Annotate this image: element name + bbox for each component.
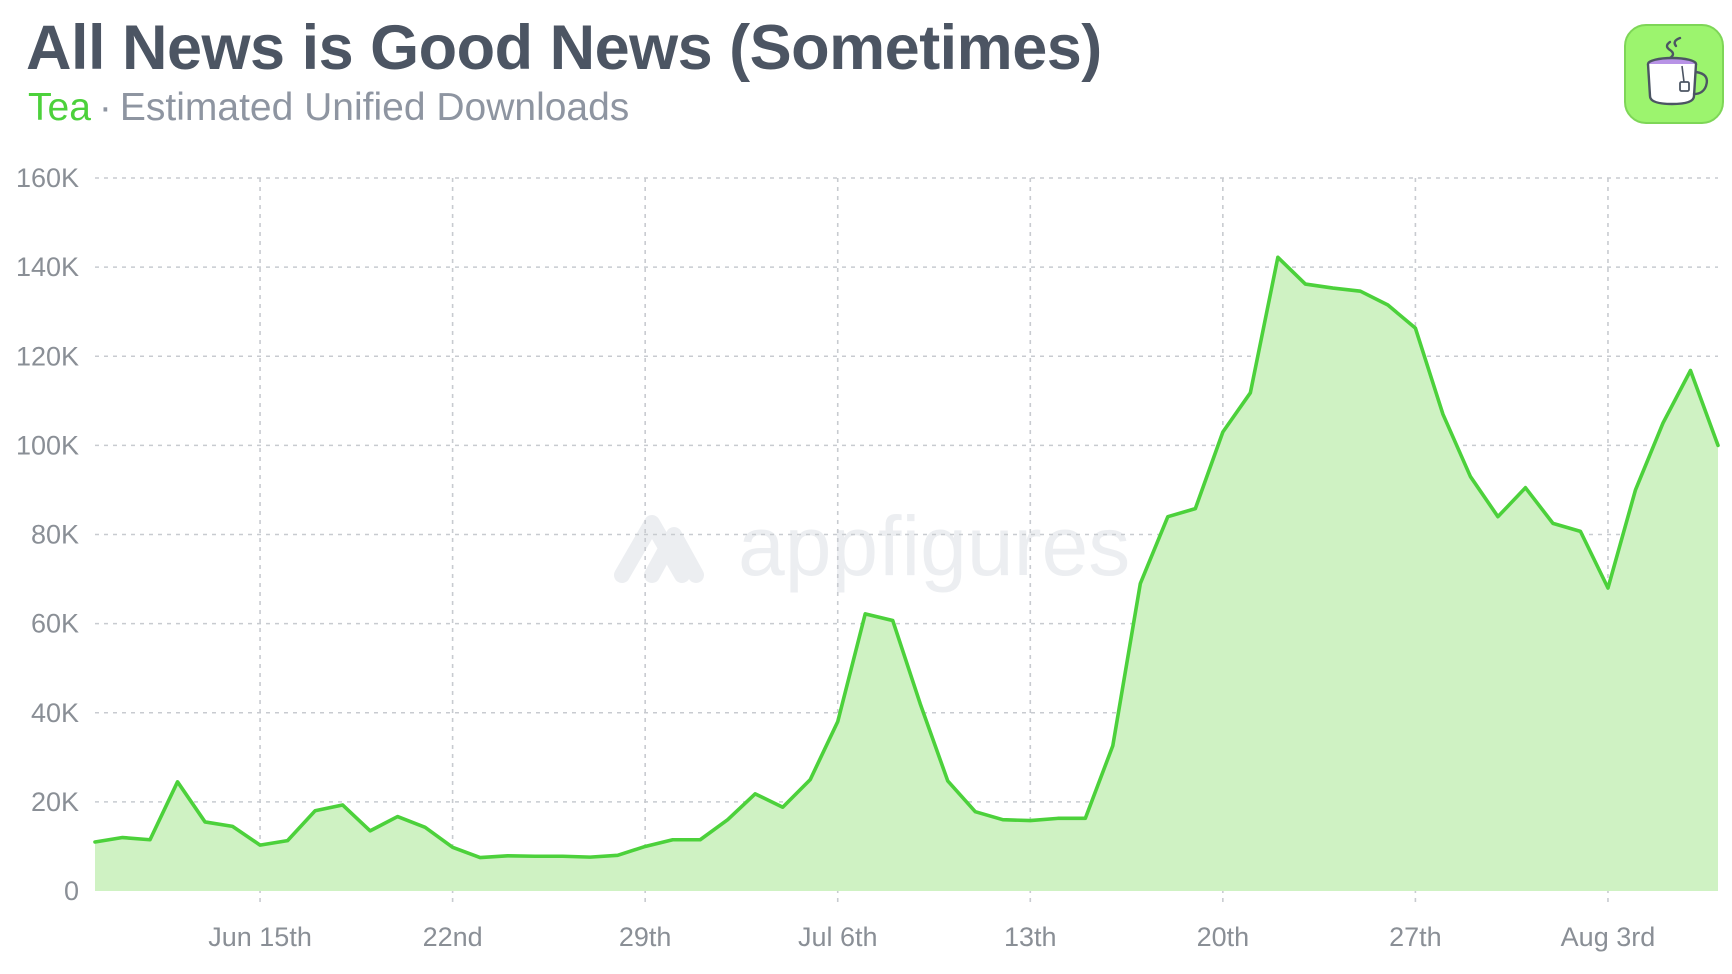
x-tick-label: 13th <box>1004 922 1057 952</box>
data-point <box>891 619 895 623</box>
data-point <box>1001 818 1005 822</box>
data-point <box>671 838 675 842</box>
data-point <box>286 839 290 843</box>
data-point <box>1111 744 1115 748</box>
data-point <box>93 840 97 844</box>
data-point <box>643 844 647 848</box>
x-tick-label: Aug 3rd <box>1561 922 1656 952</box>
data-point <box>973 810 977 814</box>
data-point <box>506 854 510 858</box>
y-tick-label: 80K <box>31 520 79 550</box>
data-point <box>1441 412 1445 416</box>
data-point <box>726 818 730 822</box>
x-tick-label: Jun 15th <box>208 922 312 952</box>
data-point <box>1303 282 1307 286</box>
area-fill <box>95 257 1718 891</box>
data-point <box>836 720 840 724</box>
chart-title: All News is Good News (Sometimes) <box>26 13 1102 83</box>
data-point <box>396 815 400 819</box>
chart-subtitle: Tea · Estimated Unified Downloads <box>28 86 629 130</box>
x-tick-label: 20th <box>1197 922 1250 952</box>
data-point <box>1276 255 1280 259</box>
metric-label: Estimated Unified Downloads <box>119 86 630 129</box>
data-point <box>1028 819 1032 823</box>
data-point <box>258 843 262 847</box>
x-tick-label: 27th <box>1389 922 1442 952</box>
y-tick-label: 140K <box>16 252 79 282</box>
watermark: appfigures <box>614 499 1130 593</box>
data-point <box>918 702 922 706</box>
data-point <box>946 779 950 783</box>
y-tick-label: 100K <box>16 430 79 460</box>
data-point <box>121 836 125 840</box>
x-tick-label: Jul 6th <box>798 922 878 952</box>
data-point <box>1606 586 1610 590</box>
x-axis-labels: Jun 15th 22nd 29th Jul 6th 13th 20th 27th Aug 3… <box>208 922 1655 952</box>
data-point <box>1468 475 1472 479</box>
data-point <box>808 778 812 782</box>
x-tick-label: 29th <box>619 922 672 952</box>
data-point <box>1221 430 1225 434</box>
data-point <box>561 854 565 858</box>
watermark-text: appfigures <box>738 499 1130 593</box>
y-tick-label: 20K <box>31 787 79 817</box>
data-point <box>148 838 152 842</box>
data-point <box>313 809 317 813</box>
data-point <box>1551 521 1555 525</box>
data-point <box>1358 289 1362 293</box>
data-point <box>616 853 620 857</box>
data-point <box>1166 515 1170 519</box>
data-point <box>698 838 702 842</box>
data-point <box>1496 515 1500 519</box>
x-tick-label: 22nd <box>423 922 483 952</box>
data-point <box>1138 582 1142 586</box>
y-tick-label: 160K <box>16 163 79 193</box>
data-point <box>1413 326 1417 330</box>
data-point <box>1661 421 1665 425</box>
data-point <box>863 612 867 616</box>
y-tick-label: 40K <box>31 698 79 728</box>
data-point <box>368 829 372 833</box>
y-axis-labels: 0 20K 40K 60K 80K 100K 120K 140K 160K <box>16 163 79 906</box>
y-tick-label: 0 <box>64 876 79 906</box>
data-point <box>781 805 785 809</box>
y-tick-label: 120K <box>16 341 79 371</box>
data-point <box>1633 488 1637 492</box>
data-point <box>1193 507 1197 511</box>
data-point <box>203 820 207 824</box>
data-point <box>1083 816 1087 820</box>
data-point <box>533 854 537 858</box>
data-point <box>478 856 482 860</box>
data-point <box>176 780 180 784</box>
data-point <box>1331 286 1335 290</box>
data-point <box>1688 369 1692 373</box>
app-icon <box>1624 24 1724 124</box>
y-tick-label: 60K <box>31 609 79 639</box>
teacup-icon <box>1646 36 1709 106</box>
data-point <box>588 855 592 859</box>
app-name: Tea <box>28 86 91 129</box>
data-point <box>1578 529 1582 533</box>
data-point <box>231 824 235 828</box>
data-point <box>423 825 427 829</box>
data-point <box>1248 391 1252 395</box>
data-point <box>753 792 757 796</box>
data-point <box>1056 816 1060 820</box>
data-point <box>341 803 345 807</box>
appfigures-logo-icon <box>614 515 704 583</box>
series-line <box>93 255 1720 860</box>
data-point <box>451 845 455 849</box>
data-point <box>1386 303 1390 307</box>
data-point <box>1716 443 1720 447</box>
subtitle-separator: · <box>98 86 112 129</box>
data-point <box>1523 486 1527 490</box>
